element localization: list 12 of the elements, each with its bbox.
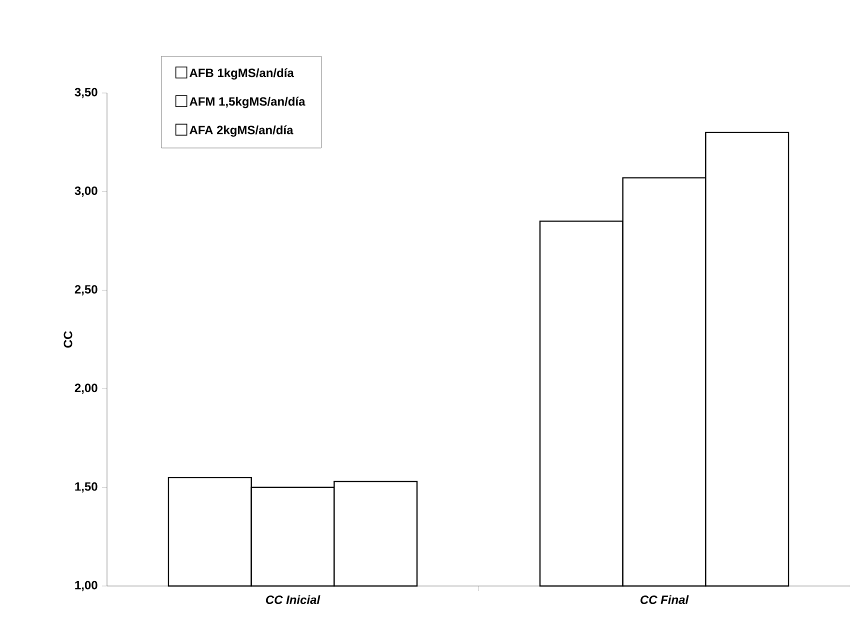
- y-tick-label: 2,50: [74, 285, 98, 296]
- y-tick-label: 1,00: [75, 580, 98, 592]
- legend-label: AFB 1kgMS/an/día: [190, 68, 294, 80]
- x-tick-label: CC Final: [640, 595, 689, 604]
- x-tick-label: CC Inicial: [266, 595, 320, 604]
- y-tick-label: 1,50: [75, 482, 98, 493]
- y-tick-label: 3,00: [74, 186, 98, 197]
- legend-label: AFM 1,5kgMS/an/día: [190, 96, 306, 108]
- y-tick-label: 3,50: [74, 88, 98, 98]
- y-tick-label: 2,00: [74, 384, 98, 394]
- y-axis-title: CC: [64, 331, 72, 348]
- legend-label: AFA 2kgMS/an/día: [190, 125, 294, 137]
